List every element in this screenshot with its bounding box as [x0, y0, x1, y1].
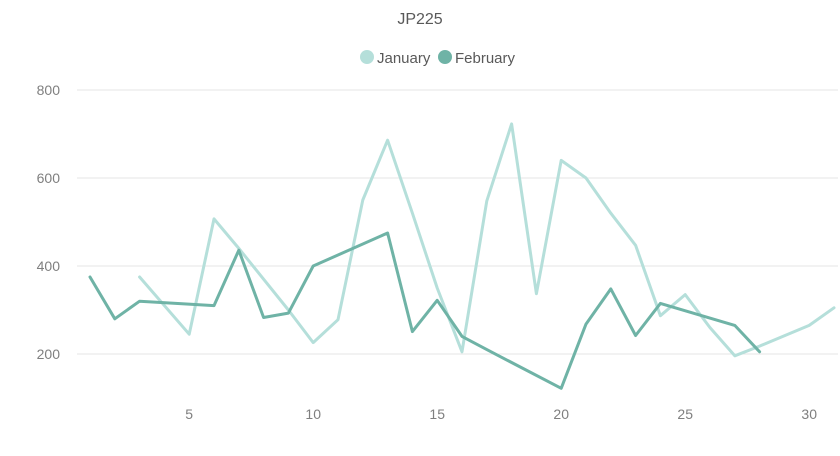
x-tick-label: 5: [185, 406, 193, 422]
legend-marker-january: [360, 50, 374, 64]
x-axis: 5 10 15 20 25 30: [185, 406, 817, 422]
y-tick-label: 600: [37, 170, 61, 186]
y-tick-label: 400: [37, 258, 61, 274]
series-line-january: [138, 122, 836, 358]
y-axis: 200 400 600 800: [37, 82, 61, 362]
y-tick-label: 800: [37, 82, 61, 98]
x-tick-label: 15: [429, 406, 445, 422]
legend-label-january: January: [377, 50, 431, 67]
x-tick-label: 10: [305, 406, 321, 422]
x-tick-label: 30: [801, 406, 817, 422]
series-group: [88, 122, 836, 390]
legend-marker-february: [438, 50, 452, 64]
x-tick-label: 20: [553, 406, 569, 422]
chart-title: JP225: [397, 11, 442, 28]
legend: January February: [360, 50, 516, 67]
gridlines: [77, 89, 838, 355]
y-tick-label: 200: [37, 346, 61, 362]
series-line-february: [88, 231, 762, 390]
x-tick-label: 25: [677, 406, 693, 422]
legend-label-february: February: [455, 50, 516, 67]
